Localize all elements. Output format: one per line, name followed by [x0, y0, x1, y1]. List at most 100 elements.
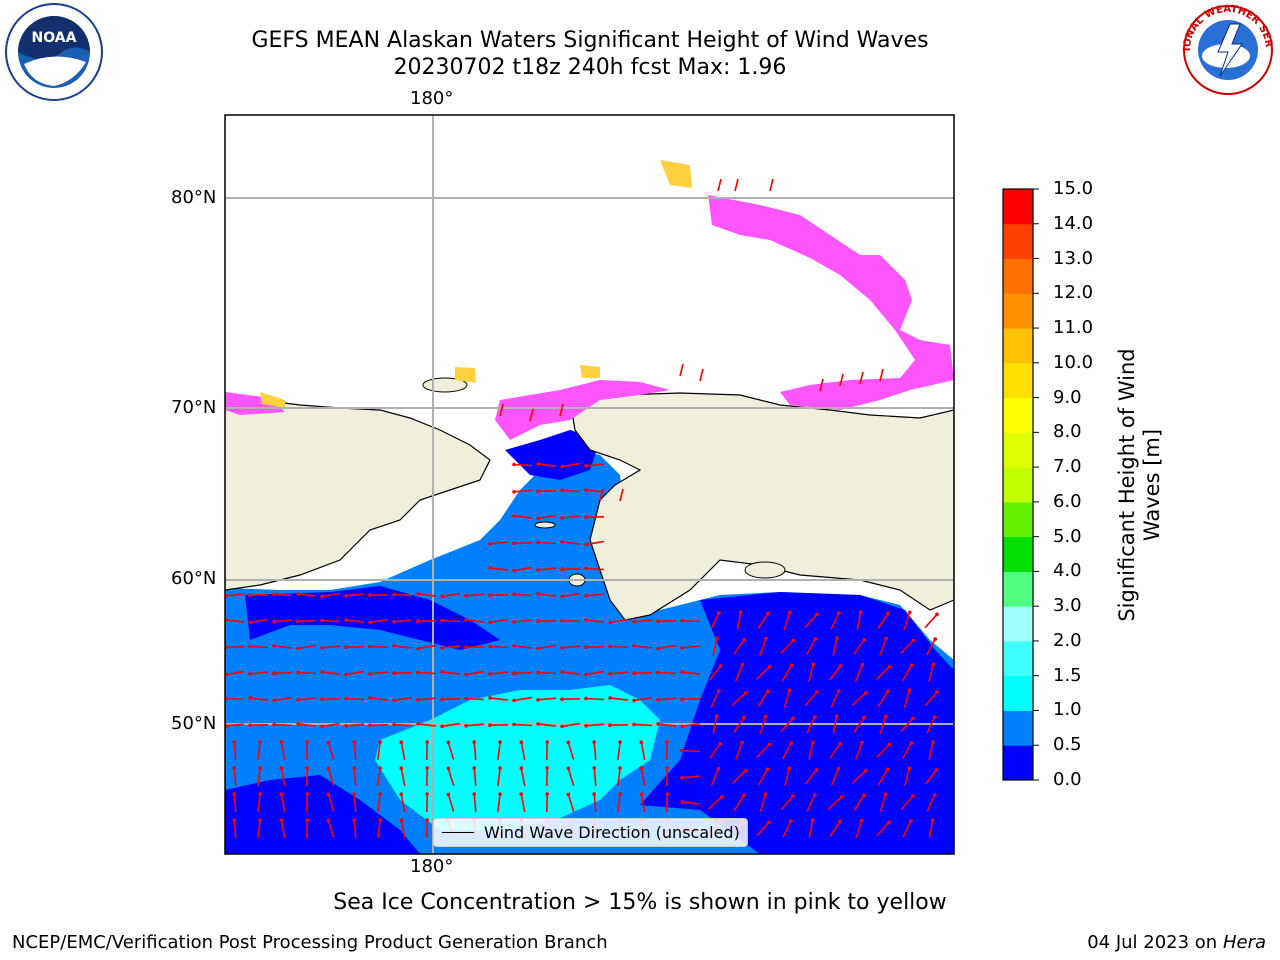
wave-arrow — [877, 690, 889, 708]
wave-arrow — [233, 793, 237, 813]
wave-arrow — [782, 742, 792, 760]
wave-arrow-head — [378, 792, 382, 796]
wave-arrow — [804, 769, 818, 785]
sea-ice-north — [708, 195, 954, 410]
wave-arrow-head — [258, 740, 262, 744]
wave-arrow-head — [536, 722, 540, 726]
wave-arrow-head — [863, 768, 868, 773]
wave-arrow — [829, 743, 841, 759]
wave-arrow — [757, 768, 769, 786]
wave-arrow — [513, 566, 533, 572]
lat-label-80: 80°N — [171, 187, 217, 208]
wave-arrow-head — [639, 792, 644, 796]
wave-arrow — [780, 639, 794, 655]
wave-arrow — [489, 541, 509, 545]
colorbar-segment — [1003, 223, 1033, 260]
ocean-low-sw — [225, 775, 420, 854]
wave-arrow — [561, 515, 581, 519]
wave-arrow-head — [305, 766, 310, 770]
wave-arrow-head — [545, 766, 549, 770]
wave-arrow — [561, 489, 581, 493]
wave-arrow-head — [934, 768, 939, 772]
wave-arrow-head — [440, 646, 444, 650]
wave-arrow-head — [742, 715, 746, 720]
wave-arrow — [561, 619, 581, 623]
wave-arrow — [900, 639, 914, 655]
wave-arrow — [769, 178, 774, 192]
wave-arrow — [733, 794, 745, 812]
wave-arrow-head — [258, 766, 262, 770]
wave-arrow-head — [860, 662, 865, 667]
wave-arrow — [473, 741, 477, 761]
wave-arrow-head — [791, 794, 795, 798]
wave-arrow-head — [320, 646, 324, 650]
wave-arrow — [327, 742, 335, 760]
wave-arrow — [924, 691, 938, 707]
colorbar-tick-label: 13.0 — [1053, 247, 1094, 269]
wave-arrow-head — [838, 664, 843, 668]
wave-arrow-head — [272, 592, 276, 597]
wave-arrow — [593, 793, 597, 813]
colorbar-tick-label: 1.5 — [1053, 664, 1082, 686]
wave-arrow — [617, 742, 621, 760]
colorbar-tick-label: 8.0 — [1053, 421, 1082, 443]
wave-arrow — [924, 613, 938, 629]
wave-arrow-head — [862, 715, 866, 720]
wave-arrow — [280, 742, 286, 760]
wave-arrow-head — [566, 766, 571, 771]
wave-arrow — [273, 619, 293, 623]
wave-arrow — [465, 723, 485, 727]
wave-arrow-head — [248, 644, 252, 649]
map-frame — [224, 114, 955, 855]
wave-arrow — [585, 697, 605, 701]
wave-arrow — [759, 716, 767, 734]
wave-arrow-head — [399, 740, 404, 744]
wave-arrow — [617, 794, 621, 812]
wave-arrow-head — [680, 724, 684, 729]
wave-arrow-head — [608, 620, 612, 625]
wave-arrow-head — [656, 722, 660, 726]
wave-arrow-head — [416, 592, 420, 596]
wave-arrow — [879, 638, 887, 656]
wave-arrow — [513, 593, 533, 597]
wave-arrow-head — [512, 644, 516, 648]
wave-arrow — [780, 717, 794, 733]
wave-arrow-head — [742, 637, 747, 642]
wave-arrow — [273, 593, 293, 597]
wave-arrow-head — [368, 593, 372, 597]
wave-arrow-head — [416, 698, 420, 702]
colorbar-segment — [1003, 258, 1033, 294]
wave-arrow — [561, 645, 581, 649]
wave-arrow-head — [536, 540, 540, 545]
wave-arrow — [417, 697, 437, 701]
colorbar-segment — [1003, 293, 1033, 329]
wave-arrow — [377, 820, 381, 838]
wave-arrow — [345, 697, 365, 701]
wave-arrow-head — [560, 488, 564, 493]
wave-arrow-head — [886, 689, 890, 694]
wave-arrow — [855, 820, 863, 838]
wave-arrow-head — [883, 792, 888, 797]
wave-arrow — [853, 639, 865, 655]
wave-arrow — [513, 489, 533, 493]
colorbar-tick-label: 5.0 — [1053, 525, 1082, 547]
wave-arrow — [876, 743, 890, 759]
wave-arrow — [393, 696, 413, 702]
wave-arrow-head — [248, 723, 252, 727]
wave-arrow-head — [909, 663, 914, 667]
wave-arrow-head — [560, 724, 564, 729]
wave-arrow — [369, 671, 389, 675]
wave-arrow-head — [834, 714, 839, 718]
wave-arrow — [839, 373, 844, 387]
wave-arrow-head — [887, 664, 892, 669]
wave-arrow — [682, 801, 700, 805]
wave-arrow-head — [584, 488, 588, 492]
wave-arrow-head — [767, 664, 772, 669]
wave-arrow-head — [618, 766, 622, 770]
wave-arrow-head — [665, 792, 669, 796]
wave-arrow-head — [632, 722, 636, 727]
wave-arrow-head — [884, 714, 888, 719]
wave-arrow-head — [714, 714, 719, 718]
wave-arrow — [759, 794, 767, 812]
wave-arrow-head — [512, 592, 516, 597]
